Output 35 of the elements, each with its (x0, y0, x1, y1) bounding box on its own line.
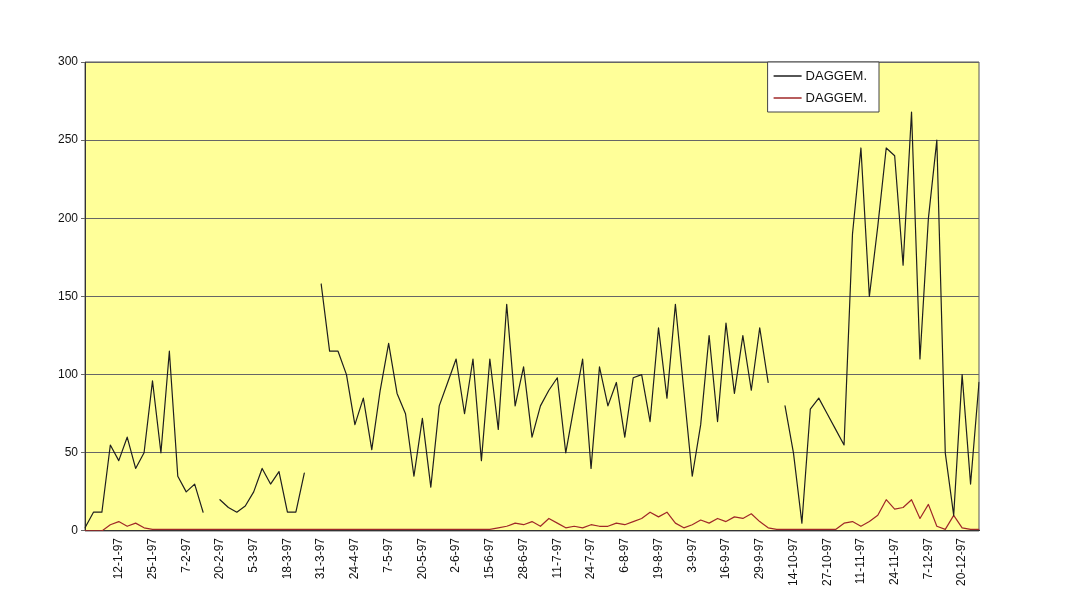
y-tick-label: 200 (57, 210, 79, 225)
x-tick-label: 24-7-97 (583, 537, 598, 580)
legend-label: DAGGEM. (805, 67, 868, 83)
x-tick-label: 7-5-97 (380, 537, 395, 573)
x-tick-label: 16-9-97 (718, 537, 733, 580)
y-tick-label: 250 (57, 132, 79, 147)
x-tick-label: 11-11-97 (853, 537, 868, 585)
x-tick-label: 3-9-97 (684, 537, 699, 573)
x-tick-label: 20-5-97 (414, 537, 429, 580)
x-tick-label: 14-10-97 (785, 537, 800, 587)
x-tick-label: 6-8-97 (617, 537, 632, 573)
x-tick-label: 18-3-97 (279, 537, 294, 580)
x-tick-label: 12-1-97 (111, 537, 126, 580)
y-tick-label: 150 (57, 288, 79, 303)
x-tick-label: 7-12-97 (920, 537, 935, 580)
x-tick-label: 19-8-97 (650, 537, 665, 580)
legend-label: DAGGEM. (805, 89, 868, 105)
x-tick-label: 24-11-97 (886, 537, 901, 586)
x-tick-label: 15-6-97 (482, 537, 497, 580)
y-tick-label: 300 (57, 54, 79, 69)
x-tick-label: 5-3-97 (246, 537, 261, 573)
x-tick-label: 25-1-97 (144, 537, 159, 580)
y-tick-label: 0 (71, 523, 79, 538)
x-tick-label: 24-4-97 (347, 537, 362, 580)
x-tick-label: 20-2-97 (212, 537, 227, 580)
y-tick-label: 100 (57, 366, 79, 381)
x-tick-label: 7-2-97 (178, 537, 193, 573)
x-tick-label: 31-3-97 (313, 537, 328, 580)
x-tick-label: 2-6-97 (448, 537, 463, 573)
x-tick-label: 28-6-97 (515, 537, 530, 580)
x-tick-label: 27-10-97 (819, 537, 834, 587)
x-tick-label: 11-7-97 (549, 537, 564, 579)
x-tick-label: 20-12-97 (954, 537, 969, 587)
y-tick-label: 50 (64, 445, 79, 460)
x-tick-label: 29-9-97 (752, 537, 767, 580)
